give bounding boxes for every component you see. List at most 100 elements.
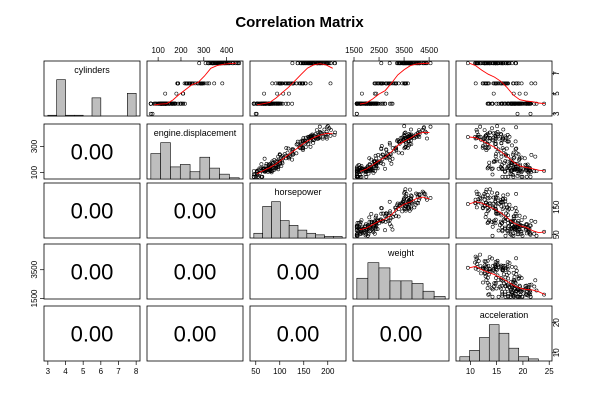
- scatter-point: [148, 101, 153, 106]
- scatter-point: [504, 202, 509, 207]
- scatter-point: [425, 136, 429, 141]
- scatter-point: [379, 206, 384, 211]
- scatter-point: [511, 233, 516, 238]
- scatter-point: [368, 169, 373, 173]
- scatter-point: [485, 221, 490, 226]
- scatter-point: [512, 155, 517, 160]
- tick-label: 20: [552, 318, 561, 327]
- scatter-point: [511, 225, 515, 230]
- scatter-point: [511, 174, 516, 179]
- tick-label: 400: [220, 46, 234, 55]
- scatter-point: [354, 169, 359, 174]
- scatter-point: [495, 134, 500, 139]
- scatter-point: [212, 81, 217, 86]
- scatter-point: [364, 174, 369, 179]
- scatter-point: [487, 139, 492, 144]
- panel-border: [146, 182, 244, 239]
- scatter-point: [516, 294, 520, 299]
- histogram-bar: [356, 277, 369, 300]
- scatter-point: [514, 191, 519, 196]
- scatter-point: [487, 195, 492, 200]
- scatter-point: [490, 224, 495, 229]
- scatter-point: [400, 209, 405, 214]
- tick-label: 1500: [30, 289, 39, 307]
- scatter-point: [482, 194, 487, 199]
- matrix-cell-r1-c4: [352, 60, 450, 117]
- scatter-point: [511, 231, 515, 236]
- scatter-point: [498, 159, 502, 164]
- scatter-point: [185, 81, 190, 86]
- scatter-point: [220, 81, 225, 86]
- scatter-point: [163, 91, 168, 96]
- scatter-point: [402, 191, 407, 196]
- scatter-point: [475, 61, 480, 66]
- scatter-point: [295, 141, 300, 146]
- scatter-point: [499, 263, 504, 268]
- scatter-point: [511, 173, 515, 177]
- scatter-point: [269, 168, 274, 173]
- scatter-point: [484, 148, 489, 153]
- scatter-point: [503, 268, 508, 273]
- panel-border: [455, 243, 553, 300]
- scatter-point: [262, 91, 267, 96]
- matrix-cell-r2-c1: 0.00: [43, 123, 141, 180]
- scatter-point: [367, 220, 372, 224]
- scatter-point: [510, 206, 514, 211]
- scatter-point: [484, 211, 489, 216]
- scatter-point: [267, 169, 272, 173]
- scatter-point: [511, 270, 516, 275]
- tick-label: 200: [174, 46, 188, 55]
- scatter-point: [396, 150, 401, 155]
- scatter-point: [373, 153, 378, 158]
- tick-label: 3500: [395, 46, 413, 55]
- scatter-point: [376, 152, 381, 157]
- scatter-point: [184, 81, 189, 86]
- scatter-point: [414, 61, 419, 66]
- matrix-cell-r5-c1: 0.00: [43, 305, 141, 362]
- scatter-point: [422, 125, 426, 130]
- scatter-point: [482, 136, 487, 141]
- scatter-point: [513, 218, 517, 223]
- scatter-point: [493, 259, 498, 264]
- scatter-point: [372, 169, 377, 174]
- scatter-point: [500, 138, 505, 143]
- smooth-line: [359, 196, 430, 231]
- scatter-point: [507, 101, 512, 106]
- scatter-point: [490, 126, 494, 131]
- scatter-point: [475, 192, 480, 197]
- scatter-point: [280, 159, 285, 164]
- scatter-point: [403, 130, 408, 135]
- scatter-point: [394, 205, 399, 210]
- scatter-point: [495, 149, 500, 154]
- scatter-point: [400, 199, 405, 204]
- tick-label: 3: [552, 111, 561, 116]
- scatter-point: [390, 101, 395, 106]
- scatter-point: [491, 61, 496, 66]
- scatter-point: [181, 91, 186, 96]
- scatter-point: [473, 61, 478, 66]
- scatter-point: [409, 194, 414, 199]
- scatter-point: [368, 228, 373, 233]
- scatter-point: [322, 127, 327, 132]
- correlation-value: 0.00: [174, 322, 217, 347]
- matrix-cell-r2-c5: [455, 123, 553, 180]
- matrix-cell-r1-c1: cylinders: [43, 60, 141, 117]
- panel-border: [249, 305, 347, 362]
- scatter-point: [515, 287, 520, 292]
- scatter-point: [473, 144, 478, 149]
- scatter-point: [406, 196, 411, 200]
- scatter-point: [528, 294, 533, 299]
- scatter-point: [328, 133, 333, 138]
- scatter-point: [320, 135, 325, 140]
- scatter-point: [493, 61, 498, 66]
- matrix-cell-r5-c5: acceleration: [455, 305, 553, 362]
- scatter-point: [482, 259, 487, 264]
- scatter-point: [505, 159, 510, 164]
- panel-border: [249, 123, 347, 180]
- scatter-point: [407, 61, 412, 66]
- histogram-bar: [488, 324, 500, 362]
- scatter-point: [500, 199, 505, 204]
- scatter-point: [306, 136, 311, 140]
